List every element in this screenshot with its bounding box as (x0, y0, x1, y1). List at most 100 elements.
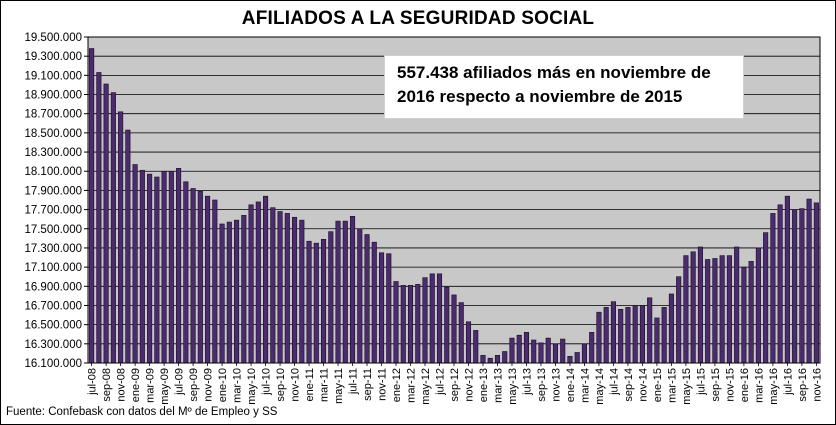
x-tick-label: nov-13 (550, 368, 562, 402)
x-tick-label: may-09 (159, 368, 171, 405)
bar (205, 195, 211, 364)
y-tick-label: 17.500.000 (24, 224, 82, 236)
bar (610, 301, 616, 364)
bar (400, 285, 406, 364)
bar (741, 266, 747, 364)
bar (393, 281, 399, 364)
bar (176, 168, 182, 364)
x-tick-label: jul-16 (782, 368, 794, 396)
bar (712, 258, 718, 364)
bar (154, 176, 160, 364)
x-tick-label: sep-09 (188, 368, 200, 402)
bar (349, 216, 356, 364)
bar (719, 255, 725, 364)
bar (784, 195, 790, 364)
x-tick-label: mar-10 (232, 368, 244, 403)
x-tick-label: jul-09 (174, 368, 186, 396)
x-tick-label: may-12 (420, 368, 432, 405)
bar (668, 293, 674, 364)
bar (371, 241, 377, 364)
bar (726, 255, 732, 364)
bar (596, 311, 602, 364)
x-tick-label: jul-08 (87, 368, 99, 396)
bar (690, 251, 696, 364)
y-tick-label: 16.700.000 (24, 300, 82, 312)
y-tick-label: 19.300.000 (24, 51, 82, 63)
x-tick-label: ene-12 (391, 368, 403, 402)
x-tick-label: jul-12 (435, 368, 447, 396)
x-tick-label: mar-13 (492, 368, 504, 403)
x-tick-label: nov-09 (203, 368, 215, 402)
bar (589, 332, 595, 364)
bar (451, 294, 457, 364)
bar (197, 191, 203, 364)
bar (139, 169, 145, 364)
bar (799, 208, 805, 364)
y-tick-label: 17.300.000 (24, 243, 82, 255)
bar (270, 207, 276, 364)
source-note: Fuente: Confebask con datos del Mº de Em… (6, 406, 278, 418)
bar (292, 216, 298, 364)
bar (509, 337, 515, 364)
bar (523, 332, 530, 364)
bar (277, 211, 283, 364)
x-tick-label: ene-14 (565, 368, 577, 402)
bar (516, 334, 522, 364)
bar (125, 129, 131, 364)
bar (560, 338, 566, 364)
y-tick-label: 17.100.000 (24, 262, 82, 274)
bar (465, 321, 472, 364)
bar (96, 72, 102, 364)
x-tick-label: nov-15 (724, 368, 736, 402)
bar (328, 231, 334, 364)
x-tick-label: jul-15 (695, 368, 707, 396)
bar (313, 242, 319, 364)
x-tick-label: may-16 (768, 368, 780, 405)
bar (654, 317, 660, 364)
bar (299, 219, 305, 364)
x-tick-label: mar-14 (579, 368, 591, 403)
bar (567, 355, 573, 364)
x-tick-label: sep-13 (536, 368, 548, 402)
x-tick-label: sep-11 (362, 368, 374, 401)
bar (444, 286, 450, 364)
x-tick-label: ene-10 (217, 368, 229, 402)
x-tick-label: mar-16 (753, 368, 765, 403)
bar (212, 199, 218, 364)
bar (234, 219, 240, 364)
bar (792, 209, 798, 364)
bar (226, 221, 232, 364)
bar (632, 305, 638, 364)
chart-title: AFILIADOS A LA SEGURIDAD SOCIAL (241, 8, 595, 29)
annotation-box: 557.438 afiliados más en noviembre de 20… (384, 55, 744, 119)
bar (661, 307, 667, 364)
bar (110, 92, 116, 364)
bar (357, 228, 363, 364)
bar (502, 351, 508, 364)
y-tick-label: 16.100.000 (24, 358, 82, 370)
bar (538, 342, 544, 364)
bar (734, 246, 740, 364)
x-tick-label: ene-09 (130, 368, 142, 402)
annotation-line-1: 557.438 afiliados más en noviembre de (397, 63, 711, 82)
bar (415, 284, 421, 364)
bar (813, 202, 819, 364)
bar (386, 253, 392, 364)
bar (255, 201, 261, 364)
x-tick-label: nov-16 (811, 368, 823, 402)
bar (531, 339, 537, 364)
bar (436, 273, 443, 364)
bar (545, 337, 551, 364)
bar (335, 220, 341, 364)
y-tick-label: 16.500.000 (24, 320, 82, 332)
annotation-line-2: 2016 respecto a noviembre de 2015 (397, 87, 683, 106)
x-tick-label: may-10 (246, 368, 258, 405)
x-tick-label: may-14 (594, 368, 606, 405)
bar (473, 330, 479, 364)
x-tick-label: mar-09 (145, 368, 157, 403)
y-tick-label: 18.700.000 (24, 109, 82, 121)
x-tick-label: jul-13 (521, 368, 533, 396)
bar (306, 240, 312, 364)
bar (161, 170, 167, 364)
bar (777, 204, 783, 364)
